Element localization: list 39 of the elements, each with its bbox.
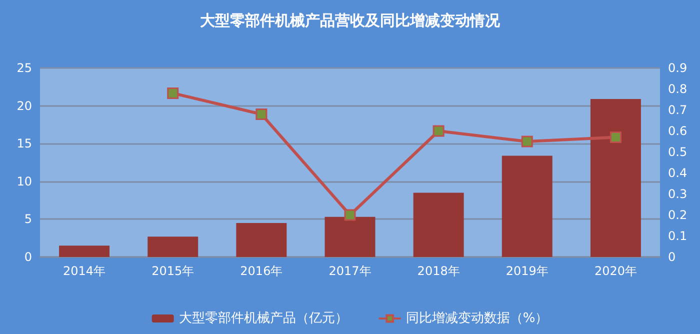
bar [59, 246, 110, 257]
legend-label: 同比增减变动数据（%） [406, 311, 548, 326]
y-tick-label: 25 [16, 61, 32, 75]
y2-tick-label: 0.7 [668, 103, 688, 117]
y2-tick-label: 0.3 [668, 187, 688, 201]
point [432, 125, 444, 137]
y2-tick-label: 0.6 [668, 124, 688, 138]
point [256, 108, 268, 120]
legend-label: 大型零部件机械产品（亿元） [178, 311, 348, 326]
bar [236, 222, 287, 257]
x-tick-label: 2020年 [594, 264, 637, 278]
bar [413, 192, 464, 257]
bar [502, 156, 552, 257]
y2-tick-label: 0.5 [668, 145, 688, 159]
y2-tick-label: 0.9 [668, 61, 688, 75]
chart-title: 大型零部件机械产品营收及同比增减变动情况 [200, 12, 501, 30]
y2-tick-label: 0.2 [668, 208, 688, 222]
y2-tick-label: 0.4 [668, 166, 688, 180]
x-tick-label: 2019年 [506, 264, 548, 278]
bar [590, 98, 641, 257]
x-tick-label: 2014年 [63, 264, 106, 278]
y-tick-label: 5 [24, 212, 32, 226]
point [610, 132, 622, 144]
point [521, 136, 533, 148]
y-tick-label: 10 [16, 174, 32, 188]
y-tick-label: 20 [16, 98, 32, 113]
y2-tick-label: 0 [668, 250, 676, 264]
x-tick-label: 2017年 [328, 264, 372, 278]
bar [324, 216, 376, 257]
x-tick-label: 2018年 [417, 264, 460, 278]
y2-tick-label: 0.1 [668, 229, 688, 243]
y2-tick-label: 0.8 [668, 82, 688, 96]
y-tick-label: 15 [16, 136, 32, 151]
y-tick-label: 0 [24, 250, 32, 264]
x-tick-label: 2016年 [240, 264, 283, 278]
x-tick-label: 2015年 [152, 264, 194, 278]
point [344, 209, 356, 221]
point [167, 87, 179, 99]
bar [148, 236, 198, 257]
